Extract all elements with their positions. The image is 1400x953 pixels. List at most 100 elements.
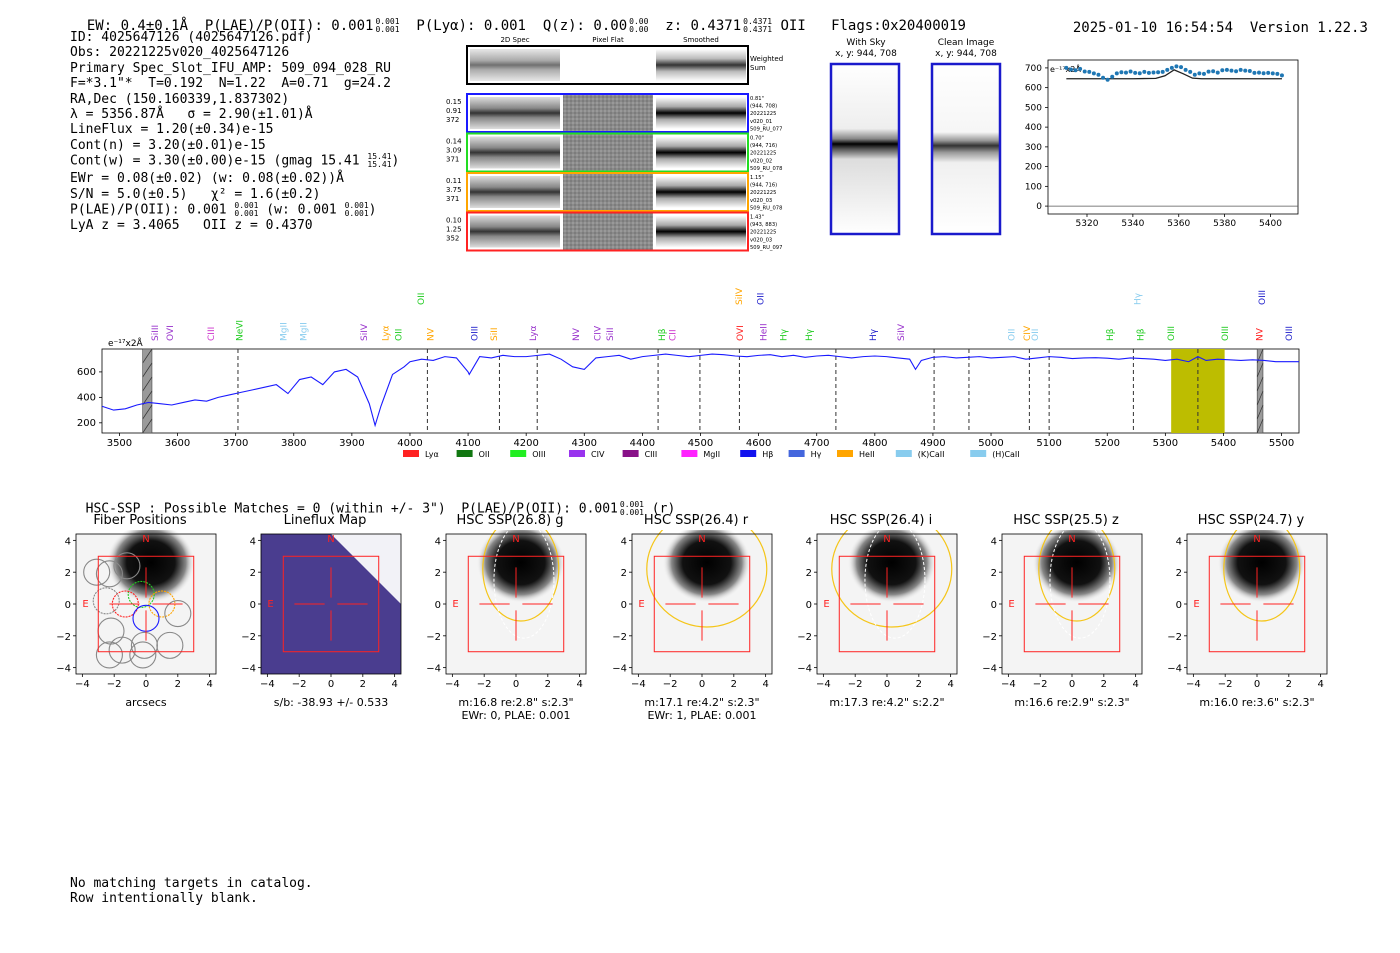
panel-ytick-label: 2 xyxy=(991,568,997,579)
spectrum-xtick-label: 5000 xyxy=(978,438,1003,449)
hsc-panel-yaxis: −4 −2 0 2 4 xyxy=(426,536,446,675)
cutout-row-2dspec xyxy=(470,97,560,129)
hsc-panel-caption: m:16.0 re:3.6" s:2.3" xyxy=(1199,696,1315,709)
zoom-data-point xyxy=(1128,69,1133,74)
hsc-panel-yaxis: −4 −2 0 2 4 xyxy=(797,536,817,675)
panel-xtick-label: 0 xyxy=(884,679,890,690)
zoom-xtick-label: 5340 xyxy=(1121,219,1144,229)
hsc-summary-suffix: (r) xyxy=(651,501,676,517)
spectrum-xtick-label: 3700 xyxy=(223,438,248,449)
panel-xtick-label: −2 xyxy=(848,679,863,690)
spectrum-ytick-label: 600 xyxy=(77,367,96,378)
zoom-data-point xyxy=(1160,69,1165,74)
zoom-data-point xyxy=(1110,74,1115,79)
info-obs: Obs: 20221225v020_4025647126 xyxy=(70,45,290,61)
search-box xyxy=(1023,555,1121,653)
panel-ytick-label: 0 xyxy=(1176,600,1182,611)
legend-swatch xyxy=(788,450,805,457)
zoom-data-point xyxy=(1179,65,1184,70)
panel-ytick-label: 2 xyxy=(65,568,71,579)
line-label: MgII xyxy=(300,322,310,341)
panel-xtick-label: 2 xyxy=(545,679,551,690)
panel-ytick-label: 2 xyxy=(806,568,812,579)
fiber-circle xyxy=(95,560,123,588)
cutout-row-right-value: (943, 883) xyxy=(750,222,777,228)
panel-xtick-label: 0 xyxy=(143,679,149,690)
panel-xtick-label: 4 xyxy=(947,679,953,690)
cutout-row-right-value: 1.43" xyxy=(750,215,764,221)
panel-xtick-label: 0 xyxy=(1069,679,1075,690)
panel-ytick-label: 0 xyxy=(65,600,71,611)
with-sky-xy: x, y: 944, 708 xyxy=(835,49,897,59)
info-contw-row: Cont(w) = 3.30(±0.00)e-15 (gmag 15.41 15… xyxy=(70,152,400,170)
panel-ytick-label: 2 xyxy=(250,568,256,579)
header-z-sub: 0.4371 xyxy=(743,25,773,34)
hsc-panel-caption-2: EWr: 0, PLAE: 0.001 xyxy=(461,709,571,722)
legend-swatch xyxy=(569,450,585,457)
spectrum-xtick-label: 4600 xyxy=(746,438,771,449)
masked-region-hatch xyxy=(1256,418,1264,434)
masked-region xyxy=(142,348,153,434)
line-label: CIV xyxy=(594,325,604,341)
zoom-data-point xyxy=(1133,70,1138,75)
weighted-sum-2d xyxy=(470,49,560,81)
search-box xyxy=(653,555,751,653)
zoom-data-point xyxy=(1169,65,1174,70)
legend-label: MgII xyxy=(703,450,720,459)
source-blob xyxy=(106,530,195,603)
line-label: Hβ xyxy=(1136,328,1146,341)
north-label: N xyxy=(142,534,149,545)
zoom-data-point xyxy=(1234,69,1239,74)
search-box xyxy=(1208,555,1306,653)
fiber-circle xyxy=(83,558,111,586)
spectrum-line xyxy=(101,353,1299,428)
cutout-row-left-value: 371 xyxy=(446,195,459,203)
panel-ytick-label: 2 xyxy=(621,568,627,579)
panel-xtick-label: −2 xyxy=(663,679,678,690)
line-label: OII xyxy=(394,329,404,341)
zoom-data-point xyxy=(1068,67,1073,72)
fiber-circle xyxy=(129,641,157,669)
header-flags: Flags:0x20400019 xyxy=(831,18,966,34)
header-z-line: OII xyxy=(780,18,806,34)
zoom-data-point xyxy=(1243,68,1248,73)
search-box xyxy=(282,555,380,653)
cutout-row-left-value: 0.91 xyxy=(446,107,462,115)
panel-xtick-label: −2 xyxy=(477,679,492,690)
cutout-row-flat xyxy=(563,134,653,171)
hsc-panel-title: HSC SSP(26.4) r xyxy=(643,513,749,528)
hsc-panel-caption: m:17.3 re:4.2" s:2.2" xyxy=(829,696,945,709)
zoom-data-point xyxy=(1252,70,1257,75)
cutout-row-right-value: 509_RU_078 xyxy=(750,205,782,211)
zoom-data-point xyxy=(1123,70,1128,75)
header-plae-sub: 0.001 xyxy=(375,25,400,34)
zoom-data-point xyxy=(1229,68,1234,73)
hsc-summary: HSC-SSP : Possible Matches = 0 (within +… xyxy=(70,486,676,517)
north-label: N xyxy=(698,534,705,545)
info-radec: RA,Dec (150.160339,1.837302) xyxy=(70,91,290,107)
hsc-panel-image: N E −4 −2 0 2 4 xyxy=(1186,530,1328,690)
line-label-top: OII xyxy=(756,293,766,305)
cutout-row-left-value: 352 xyxy=(446,235,459,243)
line-label: NV xyxy=(1255,327,1265,341)
zoom-data-point xyxy=(1192,72,1197,77)
zoom-model-line xyxy=(1066,69,1282,80)
zoom-data-point xyxy=(1257,70,1262,75)
line-label: OIII xyxy=(1221,326,1231,341)
legend-label: Hγ xyxy=(811,450,822,459)
info-plae-w-sup: 0.001 xyxy=(344,201,369,211)
panel-xtick-label: 0 xyxy=(1254,679,1260,690)
spectrum-xtick-label: 3800 xyxy=(281,438,306,449)
hsc-panel-yaxis: −4 −2 0 2 4 xyxy=(56,536,76,675)
zoom-data-point xyxy=(1096,72,1101,77)
panel-ytick-label: −2 xyxy=(797,632,812,643)
panel-ytick-label: 4 xyxy=(65,536,71,547)
cutout-row-smooth xyxy=(656,215,746,248)
line-label: OVI xyxy=(736,325,746,341)
cutout-row-flat xyxy=(563,174,653,210)
legend-label: (K)CaII xyxy=(918,450,945,459)
zoom-data-point xyxy=(1201,71,1206,76)
line-label: OIII xyxy=(470,326,480,341)
hsc-panel-caption: arcsecs xyxy=(125,696,167,709)
